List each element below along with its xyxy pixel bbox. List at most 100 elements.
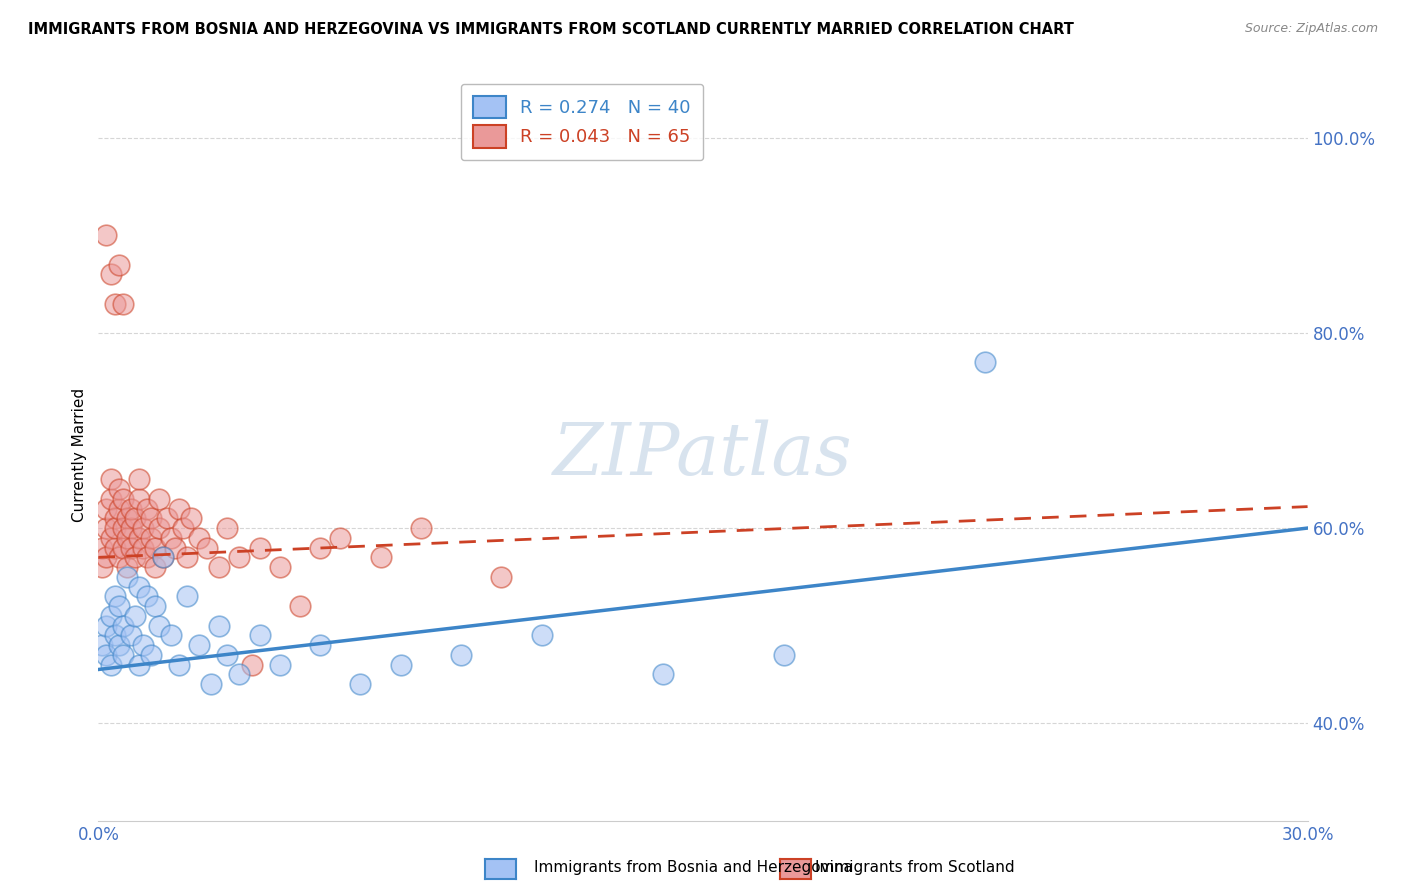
Point: [329, 531, 352, 545]
Point: [96, 501, 118, 516]
Point: [103, 511, 125, 525]
Point: [115, 511, 138, 525]
Y-axis label: Currently Married: Currently Married: [72, 388, 87, 522]
Point: [107, 550, 129, 565]
Point: [651, 667, 673, 681]
Point: [96, 550, 118, 565]
Point: [132, 521, 155, 535]
Point: [120, 521, 142, 535]
Point: [269, 560, 291, 574]
Point: [96, 521, 118, 535]
Text: Source: ZipAtlas.com: Source: ZipAtlas.com: [1244, 22, 1378, 36]
Point: [96, 228, 118, 243]
Point: [128, 657, 150, 672]
Text: Immigrants from Scotland: Immigrants from Scotland: [815, 860, 1015, 874]
Point: [152, 550, 174, 565]
Point: [530, 628, 553, 642]
Point: [111, 491, 134, 506]
Point: [128, 580, 150, 594]
Point: [100, 268, 122, 282]
Point: [188, 638, 211, 652]
Point: [115, 560, 138, 574]
Legend: R = 0.274   N = 40, R = 0.043   N = 65: R = 0.274 N = 40, R = 0.043 N = 65: [461, 84, 703, 161]
Point: [100, 608, 122, 623]
Point: [240, 657, 263, 672]
Point: [143, 599, 166, 613]
Point: [103, 521, 125, 535]
Point: [772, 648, 794, 662]
Point: [91, 560, 114, 574]
Point: [120, 541, 142, 555]
Point: [124, 608, 146, 623]
Point: [103, 541, 125, 555]
Point: [96, 648, 118, 662]
Point: [188, 531, 211, 545]
Point: [100, 472, 122, 486]
Point: [139, 531, 162, 545]
Point: [349, 677, 371, 691]
Point: [128, 531, 150, 545]
Point: [111, 521, 134, 535]
Point: [111, 648, 134, 662]
Point: [115, 570, 138, 584]
Point: [208, 560, 231, 574]
Point: [107, 258, 129, 272]
Point: [288, 599, 311, 613]
Point: [195, 541, 218, 555]
Point: [107, 482, 129, 496]
Point: [200, 677, 222, 691]
Point: [132, 638, 155, 652]
Point: [217, 521, 239, 535]
Point: [135, 590, 157, 604]
Point: [208, 618, 231, 632]
Point: [96, 618, 118, 632]
Point: [156, 511, 179, 525]
Point: [111, 618, 134, 632]
Point: [389, 657, 412, 672]
Point: [100, 491, 122, 506]
Point: [176, 550, 198, 565]
Point: [135, 550, 157, 565]
Point: [143, 541, 166, 555]
Point: [107, 638, 129, 652]
Point: [228, 667, 250, 681]
Point: [111, 297, 134, 311]
Point: [249, 628, 271, 642]
Point: [132, 541, 155, 555]
Point: [124, 550, 146, 565]
Point: [409, 521, 432, 535]
Point: [167, 501, 190, 516]
Point: [152, 550, 174, 565]
Point: [269, 657, 291, 672]
Text: IMMIGRANTS FROM BOSNIA AND HERZEGOVINA VS IMMIGRANTS FROM SCOTLAND CURRENTLY MAR: IMMIGRANTS FROM BOSNIA AND HERZEGOVINA V…: [28, 22, 1074, 37]
Text: ZIPatlas: ZIPatlas: [553, 419, 853, 491]
Point: [228, 550, 250, 565]
Point: [160, 531, 183, 545]
Point: [180, 511, 202, 525]
Point: [309, 541, 332, 555]
Point: [115, 531, 138, 545]
Point: [176, 590, 198, 604]
Point: [148, 618, 170, 632]
Point: [103, 628, 125, 642]
Point: [450, 648, 472, 662]
Point: [974, 355, 997, 369]
Point: [103, 590, 125, 604]
Point: [135, 501, 157, 516]
Point: [309, 638, 332, 652]
Point: [111, 541, 134, 555]
Point: [107, 599, 129, 613]
Point: [163, 541, 186, 555]
Point: [120, 628, 142, 642]
Point: [148, 521, 170, 535]
Point: [91, 541, 114, 555]
Point: [148, 491, 170, 506]
Point: [491, 570, 513, 584]
Point: [370, 550, 392, 565]
Point: [124, 511, 146, 525]
Point: [217, 648, 239, 662]
Point: [167, 657, 190, 672]
Point: [91, 638, 114, 652]
Point: [249, 541, 271, 555]
Point: [143, 560, 166, 574]
